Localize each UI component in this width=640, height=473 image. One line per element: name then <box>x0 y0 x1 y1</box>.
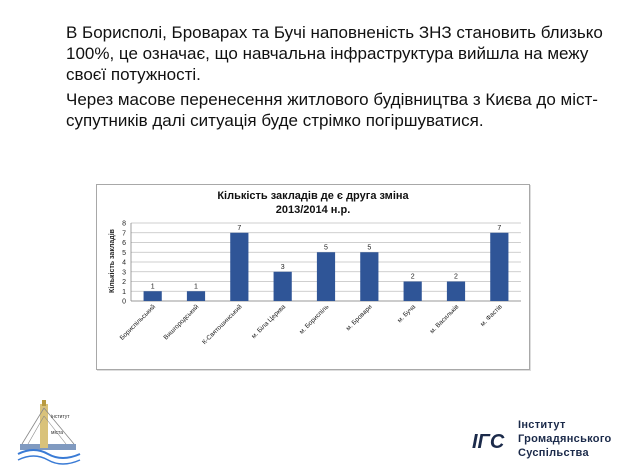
org-name-line: Інститут <box>518 419 566 431</box>
bar <box>403 281 422 301</box>
bridge-tower-icon: інститут міста <box>17 400 81 465</box>
x-tick-label: м. Буча <box>396 303 417 324</box>
data-label: 5 <box>324 244 328 251</box>
org-name-line: Громадянського <box>518 433 612 445</box>
data-label: 5 <box>367 244 371 251</box>
y-tick-label: 0 <box>122 299 126 306</box>
data-label: 3 <box>281 264 285 271</box>
chart-title-block: Кількість закладів де є друга зміна 2013… <box>97 189 529 217</box>
bar <box>490 232 509 301</box>
y-tick-label: 1 <box>122 289 126 296</box>
chart-subtitle: 2013/2014 н.р. <box>275 204 351 216</box>
x-tick-label: Вишгородський <box>162 303 201 342</box>
data-label: 2 <box>454 274 458 281</box>
bar <box>273 271 292 301</box>
org-name: Інститут Громадянського Суспільства <box>518 418 612 460</box>
bullet-item: Через масове перенесення житлового будів… <box>66 90 598 130</box>
bar <box>446 281 466 301</box>
igs-logo-icon: ІГС <box>472 431 505 452</box>
x-tick-label: К-Святошинський <box>200 303 244 347</box>
org-logo: ІГС Інститут Громадянського Суспільства <box>470 418 635 470</box>
bar-chart: Кількість закладів 0 1 2 3 4 5 6 7 8 1 Бориспільсь… <box>108 221 521 347</box>
x-tick-label: м. Бровари <box>345 303 374 332</box>
chart-container: Кількість закладів де є друга зміна 2013… <box>96 184 530 370</box>
x-tick-label: Бориспільський <box>118 302 157 341</box>
bar <box>360 252 379 301</box>
institute-city-logo: інститут міста <box>14 398 84 468</box>
logo-text-bottom: міста <box>51 430 63 436</box>
bar <box>143 291 162 301</box>
bar <box>316 252 336 301</box>
data-label: 7 <box>497 225 501 232</box>
y-tick-label: 4 <box>122 260 126 267</box>
bullet-list: В Борисполі, Броварах та Бучі наповненіс… <box>36 22 626 135</box>
org-name-line: Суспільства <box>518 447 589 459</box>
bullet-item: В Борисполі, Броварах та Бучі наповненіс… <box>66 23 603 84</box>
x-tick-label: м. Біла Церква <box>250 302 288 340</box>
data-label: 7 <box>237 225 241 232</box>
y-axis-label: Кількість закладів <box>108 228 116 293</box>
y-tick-label: 6 <box>122 240 126 247</box>
x-tick-label: м. Васильків <box>428 302 461 335</box>
data-label: 1 <box>194 283 198 290</box>
x-tick-label: м. Фастів <box>478 302 504 328</box>
y-tick-label: 3 <box>122 269 126 276</box>
y-tick-label: 5 <box>122 250 126 257</box>
igs-mark-text: ІГС <box>472 431 505 452</box>
bar <box>186 291 206 301</box>
x-tick-label: м. Бориспіль <box>297 302 330 335</box>
y-tick-label: 2 <box>122 279 126 286</box>
data-label: 2 <box>411 274 415 281</box>
logo-text-top: інститут <box>51 414 70 420</box>
data-label: 1 <box>151 283 155 290</box>
bar <box>230 232 249 301</box>
y-tick-label: 7 <box>122 230 126 237</box>
chart-title: Кількість закладів де є друга зміна <box>217 190 409 202</box>
y-tick-label: 8 <box>122 221 126 228</box>
